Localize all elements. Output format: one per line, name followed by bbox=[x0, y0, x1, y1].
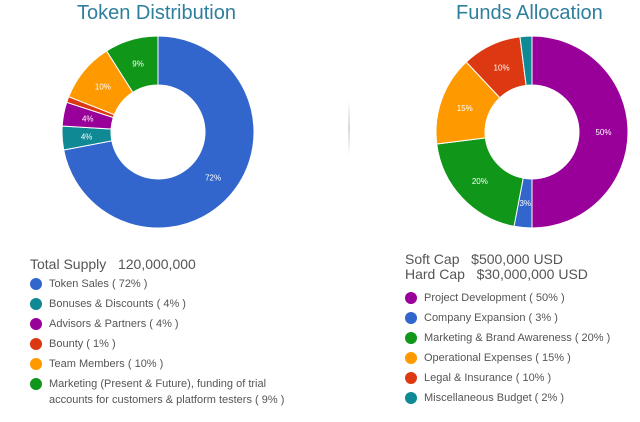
legend-item-label: Marketing (Present & Future), funding of… bbox=[49, 378, 285, 406]
legend-item-label: Bonuses & Discounts ( 4% ) bbox=[49, 298, 186, 310]
legend-item-label: Miscellaneous Budget ( 2% ) bbox=[424, 392, 565, 404]
soft-cap-row: Soft Cap $500,000 USD bbox=[405, 252, 588, 267]
funds-allocation-slice-0 bbox=[531, 35, 629, 229]
legend-swatch bbox=[405, 392, 417, 404]
panel-divider bbox=[348, 100, 350, 156]
legend-item-token-sales: Token Sales ( 72% ) bbox=[30, 276, 320, 292]
soft-cap-label: Soft Cap bbox=[405, 251, 460, 267]
legend-item-label: Operational Expenses ( 15% ) bbox=[424, 352, 571, 364]
funds-allocation-data-label-3: 15% bbox=[457, 104, 473, 113]
legend-item-label: Advisors & Partners ( 4% ) bbox=[49, 318, 179, 330]
legend-item-team: Team Members ( 10% ) bbox=[30, 356, 320, 372]
legend-item-label: Legal & Insurance ( 10% ) bbox=[424, 372, 552, 384]
legend-swatch bbox=[405, 292, 417, 304]
token-distribution-data-label-5: 9% bbox=[132, 59, 144, 68]
hard-cap-value: $30,000,000 USD bbox=[476, 266, 588, 282]
legend-item-company-expansion: Company Expansion ( 3% ) bbox=[405, 310, 635, 326]
token-distribution-slice-5 bbox=[105, 35, 159, 94]
legend-swatch bbox=[30, 338, 42, 350]
token-distribution-donut: 72% 4% 4% 10% 9% 50% 3% 20% 15% 10% bbox=[61, 35, 629, 229]
legend-swatch bbox=[30, 378, 42, 390]
legend-item-legal: Legal & Insurance ( 10% ) bbox=[405, 370, 635, 386]
legend-item-label: Company Expansion ( 3% ) bbox=[424, 312, 558, 324]
legend-item-bonuses: Bonuses & Discounts ( 4% ) bbox=[30, 296, 320, 312]
token-distribution-legend: Token Sales ( 72% ) Bonuses & Discounts … bbox=[30, 276, 320, 412]
hard-cap-label: Hard Cap bbox=[405, 266, 465, 282]
legend-item-label: Team Members ( 10% ) bbox=[49, 358, 164, 370]
legend-item-label: Bounty ( 1% ) bbox=[49, 338, 116, 350]
funds-allocation-data-label-4: 10% bbox=[494, 63, 510, 72]
legend-item-operational: Operational Expenses ( 15% ) bbox=[405, 350, 635, 366]
hard-cap-row: Hard Cap $30,000,000 USD bbox=[405, 267, 588, 282]
total-supply-label: Total Supply bbox=[30, 256, 107, 272]
funds-allocation-data-label-0: 50% bbox=[595, 128, 611, 137]
legend-swatch bbox=[405, 372, 417, 384]
token-distribution-data-label-1: 4% bbox=[81, 132, 93, 141]
total-supply-value: 120,000,000 bbox=[117, 256, 196, 272]
cap-summary: Soft Cap $500,000 USD Hard Cap $30,000,0… bbox=[405, 252, 588, 282]
token-distribution-title: Token Distribution bbox=[77, 2, 236, 24]
total-supply-summary: Total Supply 120,000,000 bbox=[30, 257, 196, 272]
soft-cap-value: $500,000 USD bbox=[471, 251, 563, 267]
legend-swatch bbox=[405, 332, 417, 344]
legend-item-misc: Miscellaneous Budget ( 2% ) bbox=[405, 390, 635, 406]
legend-item-marketing-brand: Marketing & Brand Awareness ( 20% ) bbox=[405, 330, 635, 346]
token-distribution-slice-0 bbox=[63, 35, 255, 229]
legend-item-bounty: Bounty ( 1% ) bbox=[30, 336, 320, 352]
legend-swatch bbox=[30, 318, 42, 330]
legend-swatch bbox=[405, 352, 417, 364]
funds-allocation-data-label-1: 3% bbox=[519, 199, 531, 208]
token-distribution-data-label-0: 72% bbox=[205, 174, 221, 183]
legend-swatch bbox=[30, 298, 42, 310]
legend-item-project-development: Project Development ( 50% ) bbox=[405, 290, 635, 306]
legend-item-label: Token Sales ( 72% ) bbox=[49, 278, 148, 290]
legend-swatch bbox=[405, 312, 417, 324]
legend-item-label: Project Development ( 50% ) bbox=[424, 292, 565, 304]
legend-item-marketing: Marketing (Present & Future), funding of… bbox=[30, 376, 309, 408]
token-distribution-data-label-4: 10% bbox=[95, 82, 111, 91]
legend-item-label: Marketing & Brand Awareness ( 20% ) bbox=[424, 332, 611, 344]
legend-item-advisors: Advisors & Partners ( 4% ) bbox=[30, 316, 320, 332]
funds-allocation-title: Funds Allocation bbox=[456, 2, 603, 24]
funds-allocation-legend: Project Development ( 50% ) Company Expa… bbox=[405, 290, 635, 410]
legend-swatch bbox=[30, 358, 42, 370]
legend-swatch bbox=[30, 278, 42, 290]
funds-allocation-slice-5 bbox=[519, 35, 533, 86]
funds-allocation-data-label-2: 20% bbox=[472, 177, 488, 186]
token-distribution-data-label-2: 4% bbox=[82, 115, 94, 124]
